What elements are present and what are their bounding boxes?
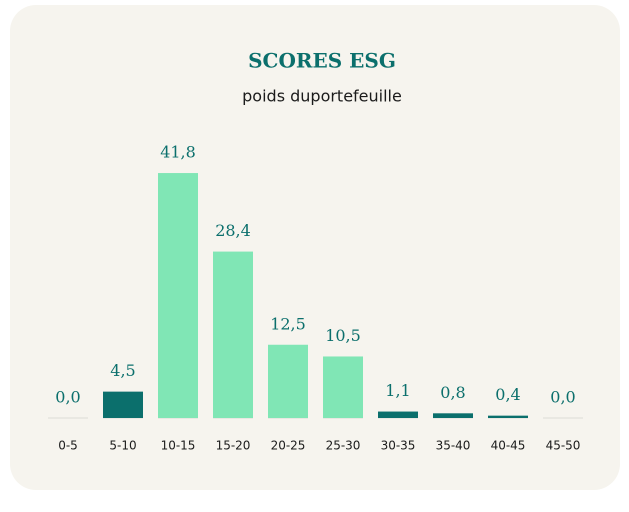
value-label: 12,5	[270, 314, 306, 333]
value-label: 4,5	[110, 361, 135, 380]
value-label: 0,8	[440, 383, 465, 402]
bar	[378, 411, 418, 418]
value-label: 0,0	[55, 388, 80, 407]
x-tick-label: 45-50	[546, 439, 581, 453]
x-tick-label: 35-40	[436, 439, 471, 453]
bar	[323, 356, 363, 418]
chart-subtitle: poids duportefeuille	[242, 87, 402, 106]
value-label: 0,0	[550, 388, 575, 407]
bar	[488, 415, 528, 418]
x-tick-label: 5-10	[109, 439, 136, 453]
chart-title: SCORES ESG	[248, 49, 396, 73]
card	[10, 5, 620, 490]
value-label: 41,8	[160, 143, 196, 162]
value-label: 10,5	[325, 326, 361, 345]
value-label: 28,4	[215, 221, 251, 240]
x-tick-label: 10-15	[161, 439, 196, 453]
x-tick-label: 15-20	[216, 439, 251, 453]
x-tick-label: 20-25	[271, 439, 306, 453]
value-label: 1,1	[385, 381, 410, 400]
bar	[213, 251, 253, 418]
bar	[158, 173, 198, 418]
bar	[268, 344, 308, 418]
value-label: 0,4	[495, 385, 520, 404]
bar	[433, 413, 473, 418]
x-tick-label: 0-5	[58, 439, 78, 453]
x-tick-label: 30-35	[381, 439, 416, 453]
x-tick-label: 40-45	[491, 439, 526, 453]
bar	[103, 391, 143, 418]
x-tick-label: 25-30	[326, 439, 361, 453]
